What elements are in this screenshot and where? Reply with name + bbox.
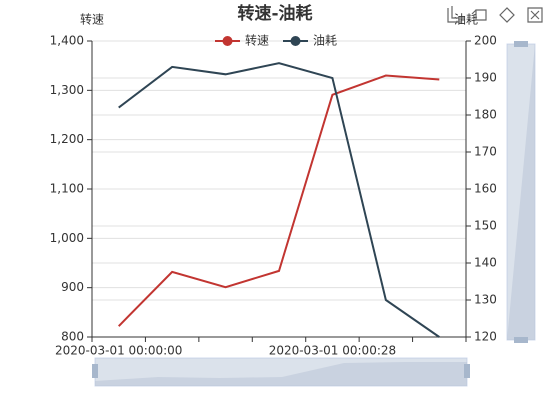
- y-tick-label: 130: [474, 293, 497, 307]
- y-tick-label: 1,400: [50, 34, 84, 48]
- y-tick-label: 160: [474, 182, 497, 196]
- y-tick-label: 180: [474, 108, 497, 122]
- zoom-icon[interactable]: [447, 6, 464, 23]
- legend-swatch: [290, 36, 301, 46]
- restore-icon[interactable]: [499, 7, 515, 23]
- datazoom-handle[interactable]: [514, 41, 528, 47]
- datazoom-handle[interactable]: [92, 364, 98, 378]
- x-tick-label: 2020-03-01 00:00:00: [55, 344, 182, 358]
- y-tick-label: 200: [474, 34, 497, 48]
- datazoom-window[interactable]: [95, 358, 467, 386]
- datazoom-preview: [95, 362, 467, 386]
- datazoom-window[interactable]: [507, 44, 535, 340]
- x-tick-label: 2020-03-01 00:00:28: [269, 344, 396, 358]
- y-tick-label: 1,000: [50, 231, 84, 245]
- y-tick-label: 800: [61, 330, 84, 344]
- legend-label: 转速: [245, 33, 269, 48]
- y-tick-label: 1,100: [50, 182, 84, 196]
- y-tick-label: 140: [474, 256, 497, 270]
- chart-title: 转速-油耗: [237, 3, 312, 24]
- datazoom-handle[interactable]: [464, 364, 470, 378]
- datazoom-preview: [507, 44, 535, 340]
- y-tick-label: 120: [474, 330, 497, 344]
- legend-label: 油耗: [313, 34, 337, 48]
- zoom-back-icon[interactable]: [471, 9, 487, 21]
- y-tick-label: 170: [474, 145, 497, 159]
- legend-swatch: [222, 36, 233, 46]
- line-series: [118, 62, 440, 338]
- y-tick-label: 900: [61, 280, 84, 294]
- toolbox[interactable]: [447, 6, 543, 23]
- y2-axis-title: 油耗: [454, 13, 478, 27]
- y-tick-label: 190: [474, 71, 497, 85]
- line-series: [118, 74, 440, 327]
- datazoom-handle[interactable]: [514, 337, 528, 343]
- y-datazoom[interactable]: [506, 41, 536, 343]
- y-tick-label: 1,300: [50, 83, 84, 97]
- y-tick-label: 150: [474, 219, 497, 233]
- y-tick-label: 1,200: [50, 132, 84, 146]
- save-icon[interactable]: [527, 7, 543, 23]
- x-datazoom[interactable]: [92, 357, 470, 387]
- y-axis-title: 转速: [80, 12, 104, 27]
